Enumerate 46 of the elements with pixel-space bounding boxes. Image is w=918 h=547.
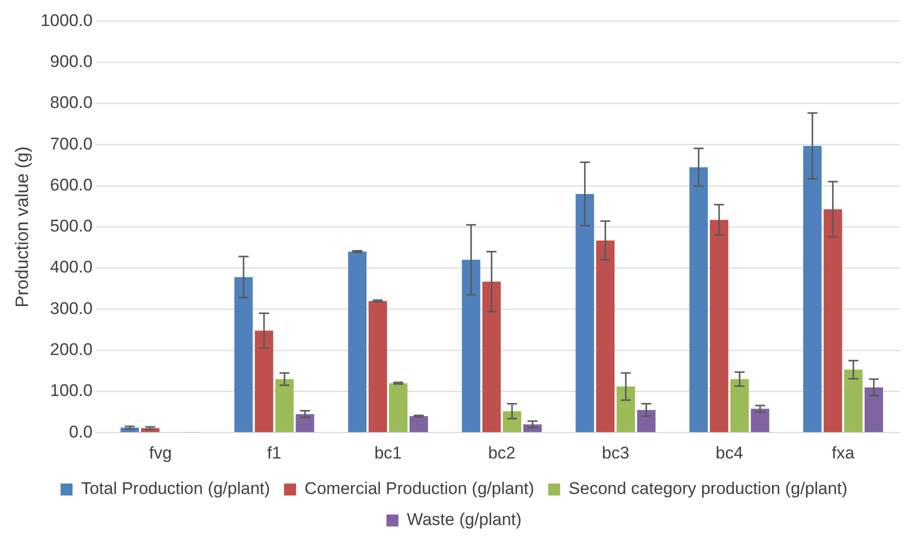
bar bbox=[462, 260, 480, 432]
bar bbox=[254, 330, 274, 432]
bar bbox=[616, 386, 636, 432]
bar bbox=[410, 416, 428, 432]
x-tick-label: fxa bbox=[832, 443, 855, 462]
x-tick-label: bc3 bbox=[602, 443, 630, 462]
y-tick-label: 800.0 bbox=[50, 93, 93, 112]
y-axis-title: Production value (g) bbox=[12, 146, 32, 308]
bar bbox=[750, 408, 770, 432]
bar bbox=[596, 240, 615, 432]
bar bbox=[275, 379, 294, 432]
bar bbox=[730, 379, 749, 432]
bar bbox=[803, 146, 822, 432]
bar bbox=[844, 370, 863, 432]
x-tick-label: f1 bbox=[267, 443, 282, 462]
y-tick-label: 0.0 bbox=[68, 422, 93, 442]
legend-label: Total Production (g/plant) bbox=[81, 479, 270, 498]
bar bbox=[482, 282, 501, 432]
bar bbox=[710, 220, 728, 432]
legend-label: Second category production (g/plant) bbox=[568, 479, 848, 498]
bar bbox=[824, 209, 842, 432]
x-tick-label: bc1 bbox=[374, 443, 402, 462]
bar bbox=[368, 300, 387, 432]
y-tick-label: 100.0 bbox=[50, 381, 93, 400]
y-tick-label: 1000.0 bbox=[40, 10, 93, 30]
bar bbox=[864, 387, 884, 432]
bar bbox=[234, 277, 253, 432]
y-tick-label: 500.0 bbox=[50, 216, 93, 236]
y-tick-label: 300.0 bbox=[50, 298, 93, 318]
legend-label: Comercial Production (g/plant) bbox=[304, 479, 534, 498]
y-tick-label: 700.0 bbox=[50, 134, 93, 154]
x-tick-label: bc2 bbox=[488, 443, 516, 462]
bar bbox=[389, 383, 408, 432]
y-tick-label: 600.0 bbox=[50, 175, 93, 194]
legend-label: Waste (g/plant) bbox=[406, 510, 522, 530]
bar bbox=[502, 411, 522, 432]
y-tick-label: 200.0 bbox=[50, 340, 93, 360]
bar bbox=[348, 252, 367, 432]
bar bbox=[576, 194, 594, 432]
x-tick-label: bc4 bbox=[716, 443, 744, 462]
x-tick-label: fvg bbox=[149, 443, 172, 462]
bar bbox=[296, 414, 314, 432]
y-tick-label: 900.0 bbox=[50, 52, 93, 72]
bar bbox=[637, 410, 656, 432]
bar bbox=[689, 167, 708, 432]
y-tick-label: 400.0 bbox=[50, 258, 93, 277]
